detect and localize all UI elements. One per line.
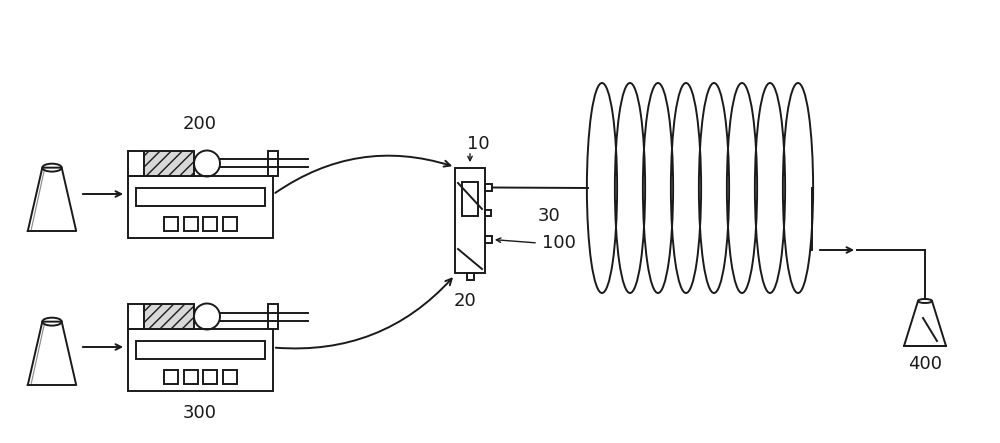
Bar [184, 370, 198, 384]
Bar [466, 273, 474, 280]
Text: 30: 30 [538, 207, 561, 225]
Bar [462, 183, 478, 216]
Bar [223, 217, 237, 231]
Bar [164, 370, 178, 384]
Bar [203, 370, 217, 384]
Text: 20: 20 [454, 292, 476, 310]
Bar [485, 236, 492, 243]
Bar [203, 217, 217, 231]
Bar [184, 217, 198, 231]
Text: 200: 200 [183, 115, 217, 133]
Bar [128, 304, 144, 329]
Bar [164, 217, 178, 231]
Bar [223, 370, 237, 384]
Bar [144, 304, 194, 329]
Text: 10: 10 [467, 135, 489, 153]
Bar [485, 184, 492, 191]
FancyArrowPatch shape [275, 155, 450, 193]
Bar [268, 304, 278, 329]
Bar [136, 188, 265, 206]
Bar [144, 151, 194, 176]
Bar [455, 168, 485, 273]
FancyArrowPatch shape [276, 279, 452, 349]
Text: 100: 100 [542, 234, 576, 252]
Text: 300: 300 [183, 404, 217, 422]
Bar [268, 151, 278, 176]
Bar [128, 151, 144, 176]
Bar [128, 329, 273, 391]
Text: 400: 400 [908, 355, 942, 373]
Bar [485, 210, 491, 216]
Bar [136, 342, 265, 359]
Bar [128, 176, 273, 238]
